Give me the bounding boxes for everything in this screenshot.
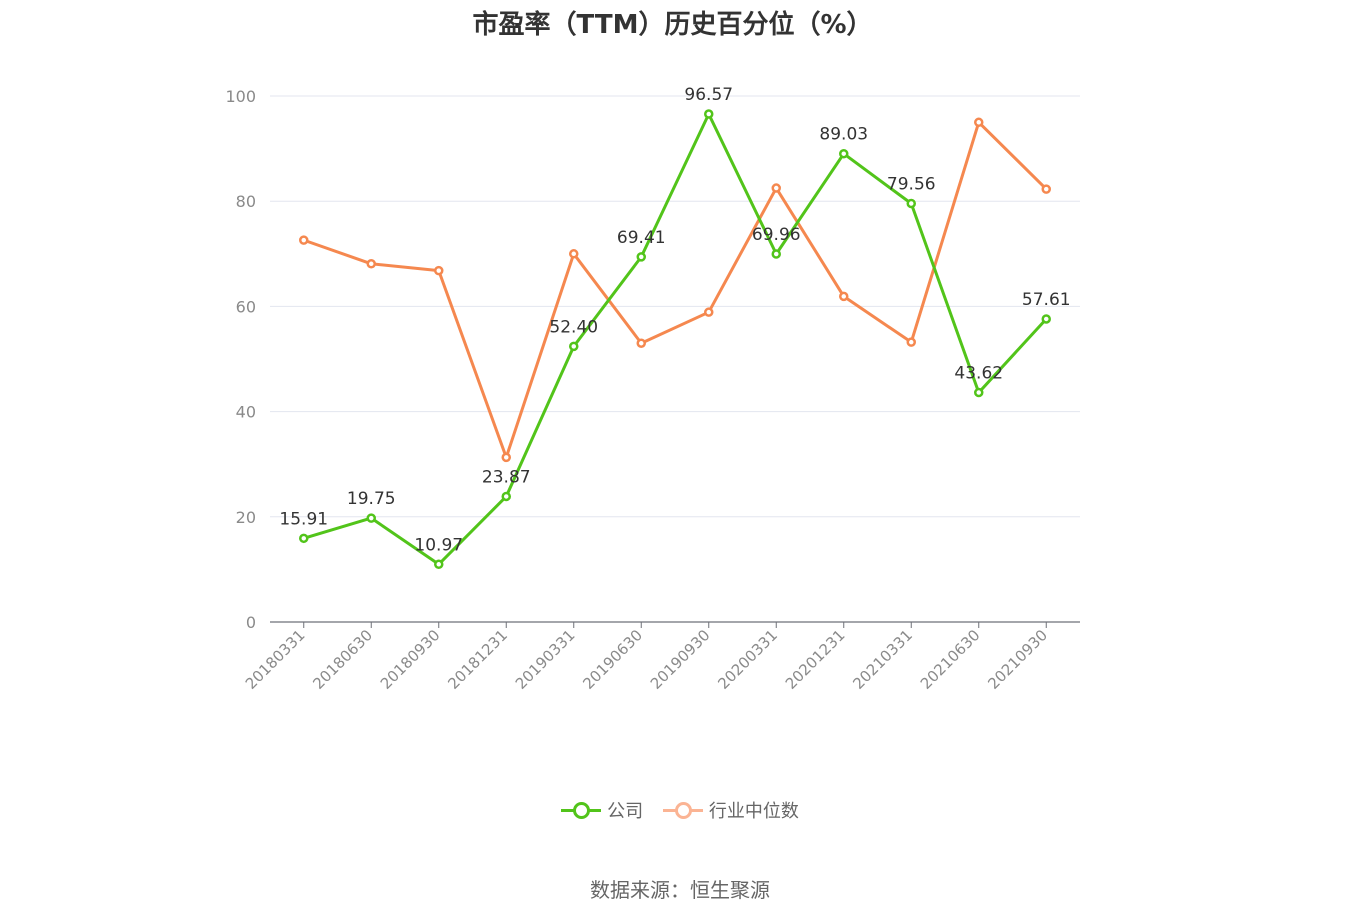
x-tick-label: 20200331 bbox=[714, 626, 781, 693]
data-label: 79.56 bbox=[887, 175, 936, 195]
data-label: 43.62 bbox=[954, 364, 1003, 384]
x-tick-label: 20181231 bbox=[444, 626, 511, 693]
data-point-company bbox=[974, 387, 984, 398]
data-point-industry bbox=[569, 249, 579, 259]
y-tick-label: 0 bbox=[246, 613, 256, 632]
x-tick-label: 20180630 bbox=[309, 626, 376, 693]
legend-label-industry: 行业中位数 bbox=[708, 801, 799, 822]
y-tick-label: 60 bbox=[236, 297, 256, 316]
data-point-company bbox=[906, 198, 916, 209]
data-point-company bbox=[434, 559, 444, 570]
data-point-industry bbox=[771, 183, 781, 193]
data-label: 57.61 bbox=[1022, 290, 1071, 310]
x-tick-label: 20190331 bbox=[512, 626, 579, 693]
series-layer bbox=[299, 109, 1051, 570]
data-point-industry bbox=[906, 337, 916, 347]
data-point-company bbox=[299, 533, 309, 544]
data-point-company bbox=[839, 148, 849, 159]
data-label: 15.91 bbox=[279, 509, 328, 529]
x-tick-label: 20190630 bbox=[579, 626, 646, 693]
legend-item-company[interactable]: 公司 bbox=[561, 797, 643, 823]
grid-layer bbox=[270, 95, 1080, 518]
data-point-company bbox=[569, 341, 579, 352]
data-point-company bbox=[366, 513, 376, 523]
data-label: 69.41 bbox=[617, 228, 666, 248]
data-point-industry bbox=[366, 259, 376, 269]
data-point-company bbox=[704, 109, 714, 119]
data-point-company bbox=[636, 252, 646, 262]
data-label: 23.87 bbox=[482, 467, 531, 487]
data-label: 69.96 bbox=[752, 225, 801, 245]
legend-line-icon bbox=[662, 800, 703, 820]
data-label: 96.57 bbox=[684, 85, 733, 105]
axis-layer: 0 20 40 60 80 100 20180331 20180630 20180930 2018… bbox=[225, 87, 1080, 693]
data-point-company bbox=[771, 249, 781, 259]
data-label: 52.40 bbox=[549, 317, 598, 337]
y-tick-label: 20 bbox=[236, 508, 256, 527]
chart-title: 市盈率（TTM）历史百分位（%） bbox=[472, 10, 873, 40]
y-tick-label: 80 bbox=[236, 192, 256, 211]
data-label: 89.03 bbox=[819, 125, 868, 145]
y-tick-label: 100 bbox=[225, 87, 256, 106]
data-point-industry bbox=[1041, 184, 1051, 194]
source-note: 数据来源：恒生聚源 bbox=[590, 878, 770, 902]
x-tick-label: 20201231 bbox=[782, 626, 849, 693]
x-tick-label: 20210331 bbox=[849, 626, 916, 693]
data-point-industry bbox=[501, 452, 511, 463]
data-point-company bbox=[1041, 314, 1051, 324]
legend-item-industry[interactable]: 行业中位数 bbox=[662, 797, 799, 823]
data-label: 19.75 bbox=[347, 489, 396, 509]
x-tick-label: 20180331 bbox=[242, 626, 309, 693]
legend-label-company: 公司 bbox=[607, 801, 644, 822]
data-label: 10.97 bbox=[414, 535, 463, 555]
x-tick-label: 20210630 bbox=[917, 626, 984, 693]
legend: 公司 行业中位数 bbox=[0, 797, 1360, 825]
series-line-company bbox=[303, 112, 1048, 566]
data-point-industry bbox=[839, 291, 849, 302]
label-layer: 15.91 19.75 10.97 23.87 52.40 69.41 96.57 69.96… bbox=[279, 85, 1070, 555]
data-point-industry bbox=[704, 307, 714, 317]
legend-line-icon bbox=[561, 800, 602, 820]
y-tick-label: 40 bbox=[236, 403, 256, 422]
data-point-industry bbox=[434, 265, 444, 276]
data-point-industry bbox=[974, 117, 984, 128]
series-line-industry bbox=[303, 120, 1048, 459]
data-point-industry bbox=[299, 235, 309, 245]
x-tick-label: 20180930 bbox=[377, 626, 444, 693]
data-point-company bbox=[501, 491, 511, 502]
x-tick-label: 20210930 bbox=[984, 626, 1051, 693]
x-tick-label: 20190930 bbox=[647, 626, 714, 693]
data-point-industry bbox=[636, 338, 646, 348]
